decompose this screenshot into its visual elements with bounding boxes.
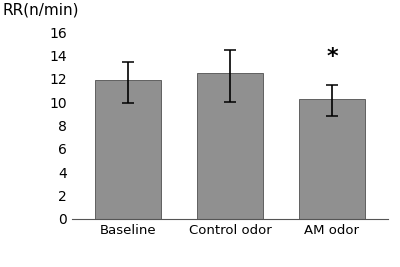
Bar <box>197 73 263 219</box>
Text: RR(n/min): RR(n/min) <box>2 2 79 17</box>
Bar <box>299 99 365 219</box>
Text: *: * <box>326 47 338 67</box>
Bar <box>95 80 161 219</box>
